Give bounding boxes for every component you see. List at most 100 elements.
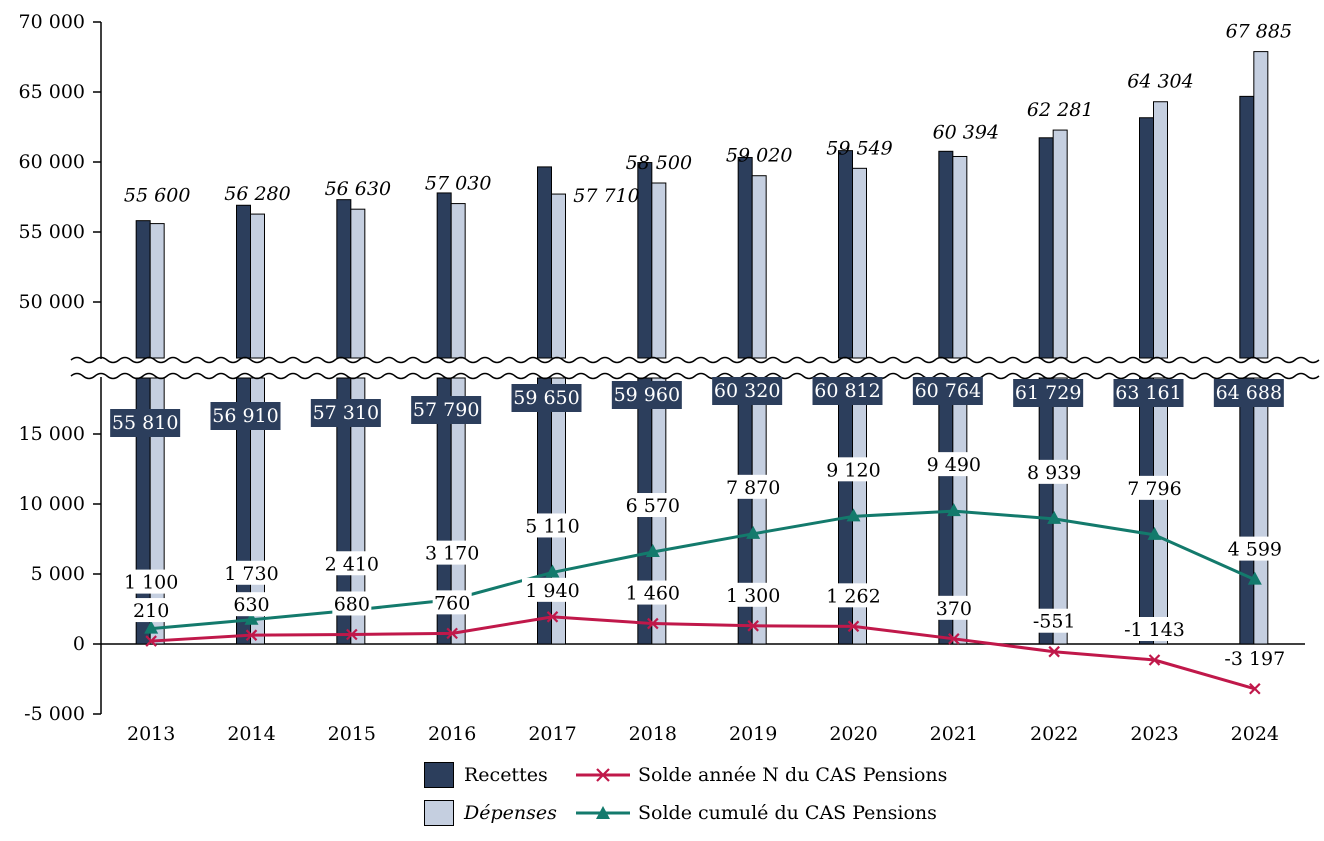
- data-label-recettes: 57 310: [313, 402, 379, 424]
- x-tick-label: 2017: [528, 723, 576, 745]
- solde-cumule-point: [144, 620, 159, 634]
- y-tick-label: 60 000: [19, 151, 85, 173]
- data-label-bg-recettes: [912, 377, 983, 405]
- axis-break-line-lower: [70, 372, 1320, 380]
- legend-swatch-depenses: [424, 800, 454, 826]
- solde-cumule-point: [946, 503, 961, 517]
- bar-depenses: [551, 193, 566, 359]
- bar-recettes: [336, 199, 352, 359]
- bar-recettes: [236, 204, 251, 359]
- legend-swatch-recettes: [424, 762, 454, 788]
- data-label-solde-annee: 680: [334, 593, 370, 615]
- data-label-solde-cumule: 6 570: [626, 495, 680, 517]
- data-label-depenses: 57 710: [573, 185, 639, 207]
- legend-item-recettes: Recettes: [424, 760, 548, 790]
- data-label-recettes: 60 764: [915, 380, 981, 402]
- bar-depenses: [551, 377, 566, 645]
- bar-depenses: [450, 377, 466, 645]
- bar-depenses: [1253, 377, 1269, 645]
- data-label-solde-annee-bg: [332, 591, 372, 616]
- y-tick-label: 10 000: [19, 493, 85, 515]
- solde-annee-point: [847, 620, 860, 633]
- solde-annee-point: [346, 628, 358, 641]
- data-label-bg-recettes: [712, 377, 783, 405]
- data-label-solde-annee: 1 262: [826, 585, 880, 607]
- solde-annee-point: [145, 635, 157, 647]
- data-label-recettes: 63 161: [1115, 382, 1181, 404]
- y-tick-label: 70 000: [19, 11, 85, 33]
- solde-annee-point: [1249, 682, 1261, 695]
- data-label-recettes: 57 790: [413, 399, 479, 421]
- data-label-solde-cumule: 2 410: [325, 553, 379, 575]
- bar-depenses: [450, 203, 466, 359]
- solde-annee-point: [546, 611, 559, 623]
- data-label-solde-annee-bg: [232, 592, 271, 617]
- data-label-solde-cumule: 5 110: [525, 515, 579, 537]
- data-label-solde-annee-bg: [131, 598, 171, 623]
- x-tick-label: 2018: [629, 723, 677, 745]
- legend: Recettes Dépenses Solde année N du CAS P…: [424, 760, 1024, 830]
- bar-recettes: [1038, 377, 1054, 645]
- data-label-solde-annee: 1 300: [726, 585, 780, 607]
- data-label-solde-annee: 210: [133, 600, 169, 622]
- x-tick-label: 2019: [729, 723, 777, 745]
- data-label-solde-cumule: 9 490: [927, 454, 981, 476]
- data-label-solde-cumule: 3 170: [425, 543, 479, 565]
- data-label-solde-cumule: 4 599: [1228, 539, 1282, 561]
- data-label-solde-annee: 1 940: [525, 580, 579, 602]
- solde-annee-point: [948, 633, 960, 645]
- bar-depenses: [1052, 377, 1068, 645]
- data-label-solde-cumule-bg: [923, 452, 985, 477]
- bar-recettes: [1239, 377, 1255, 645]
- bar-depenses: [350, 208, 366, 359]
- data-label-bg-recettes: [110, 409, 181, 437]
- bar-depenses: [952, 155, 968, 359]
- data-label-solde-cumule: 8 939: [1027, 462, 1081, 484]
- bar-recettes: [436, 192, 452, 359]
- solde-annee-point: [446, 627, 458, 640]
- data-label-recettes: 59 960: [614, 384, 680, 406]
- data-label-recettes: 60 320: [714, 380, 780, 402]
- legend-line-solde-cumule: [576, 806, 630, 819]
- data-label-solde-cumule: 1 730: [224, 563, 278, 585]
- data-label-solde-cumule-bg: [823, 457, 884, 482]
- y-tick-label: 65 000: [19, 81, 85, 103]
- x-tick-label: 2015: [328, 723, 376, 745]
- bar-recettes: [637, 162, 653, 359]
- data-label-depenses: 58 500: [626, 152, 692, 174]
- data-label-solde-cumule-bg: [1224, 536, 1286, 561]
- x-tick-label: 2014: [227, 723, 275, 745]
- data-label-depenses: 56 630: [325, 178, 391, 200]
- bar-recettes: [537, 166, 552, 359]
- solde-cumule-point: [1147, 526, 1162, 540]
- data-label-solde-annee-bg: [722, 582, 784, 607]
- data-label-solde-annee: 1 460: [626, 583, 680, 605]
- data-label-solde-cumule-bg: [622, 493, 684, 518]
- data-label-bg-recettes: [511, 384, 582, 412]
- bar-recettes: [1038, 137, 1054, 359]
- bar-recettes: [838, 150, 853, 359]
- data-label-solde-cumule-bg: [722, 474, 784, 499]
- data-label-solde-annee-bg: [432, 590, 472, 615]
- bar-recettes: [737, 157, 753, 359]
- data-label-solde-cumule: 9 120: [826, 459, 880, 481]
- data-label-recettes: 56 910: [212, 405, 278, 427]
- bar-depenses: [651, 182, 667, 359]
- solde-cumule-point: [244, 611, 259, 625]
- data-label-depenses: 62 281: [1027, 99, 1093, 121]
- y-tick-label: 50 000: [19, 291, 85, 313]
- legend-item-solde-annee: Solde année N du CAS Pensions: [576, 760, 947, 790]
- data-label-solde-cumule-bg: [522, 513, 583, 538]
- solde-cumule-line: [151, 509, 1256, 631]
- solde-cumule-point: [645, 544, 660, 558]
- data-label-solde-annee: 370: [936, 598, 972, 620]
- solde-annee-point: [647, 617, 659, 630]
- data-label-bg-recettes: [1213, 379, 1284, 407]
- x-tick-label: 2021: [930, 723, 978, 745]
- bar-depenses: [1153, 101, 1168, 359]
- chart-canvas: 70 000 65 000 60 000 55 000 50 000 15 000 10 0…: [19, 11, 1320, 745]
- x-tick-label: 2023: [1130, 723, 1178, 745]
- x-tick-label: 2016: [428, 723, 476, 745]
- axis-break-line-upper: [70, 356, 1320, 364]
- bar-depenses: [1253, 51, 1269, 359]
